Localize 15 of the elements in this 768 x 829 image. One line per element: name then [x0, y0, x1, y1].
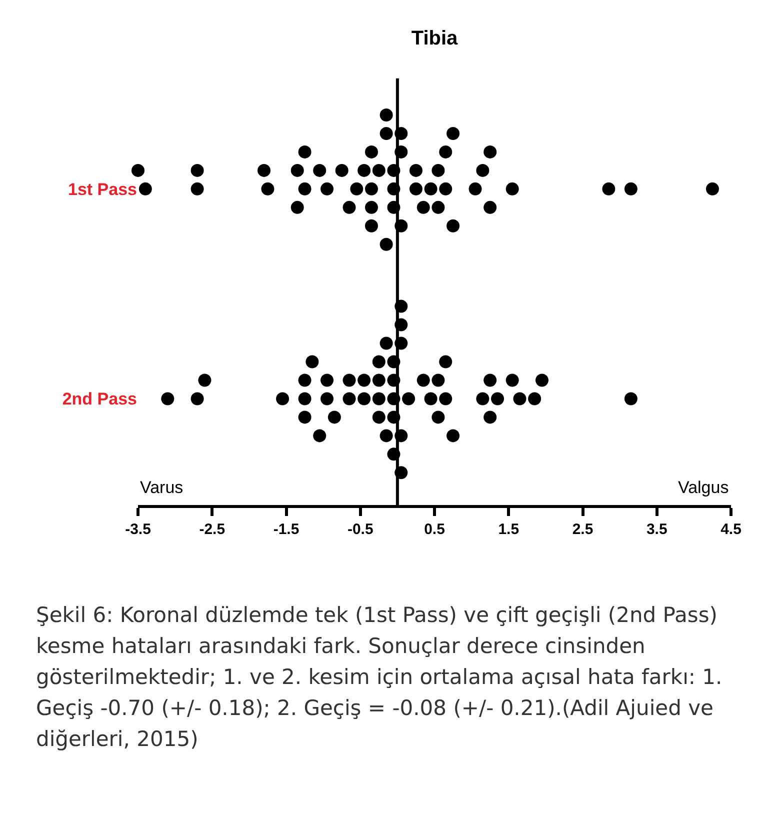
- x-tick-label: 2.5: [572, 521, 594, 538]
- annotation: Varus: [140, 478, 184, 497]
- x-tick-label: -1.5: [273, 521, 300, 538]
- x-tick-label: 3.5: [646, 521, 668, 538]
- x-tick-label: 4.5: [720, 521, 742, 538]
- text: Şekil 6: Koronal düzlemde tek (1st Pass) ve çift geçişli (2nd Pass) kesme hataları arasındaki fark. Sonuçlar derece cinsinden gösterilmektedir; 1. ve 2. kesim için ortalama açısal hata farkı: 1. Geçiş -0.70 (+/- 0.18); 2. Geçiş = -0.08 (+/- 0.21).(Adil Ajuied ve diğerleri, 2015): [36, 602, 724, 753]
- x-tick-label: 1.5: [498, 521, 520, 538]
- x-tick-label: -0.5: [347, 521, 374, 538]
- annotation: Valgus: [678, 478, 729, 497]
- y-tick-label: 2nd Pass: [62, 390, 137, 409]
- x-tick-label: 0.5: [424, 521, 445, 538]
- x-tick-label: -2.5: [199, 521, 226, 538]
- y-tick-label: 1st Pass: [68, 180, 137, 199]
- x-tick-label: -3.5: [125, 521, 151, 538]
- chart-title: Tibia: [411, 27, 459, 50]
